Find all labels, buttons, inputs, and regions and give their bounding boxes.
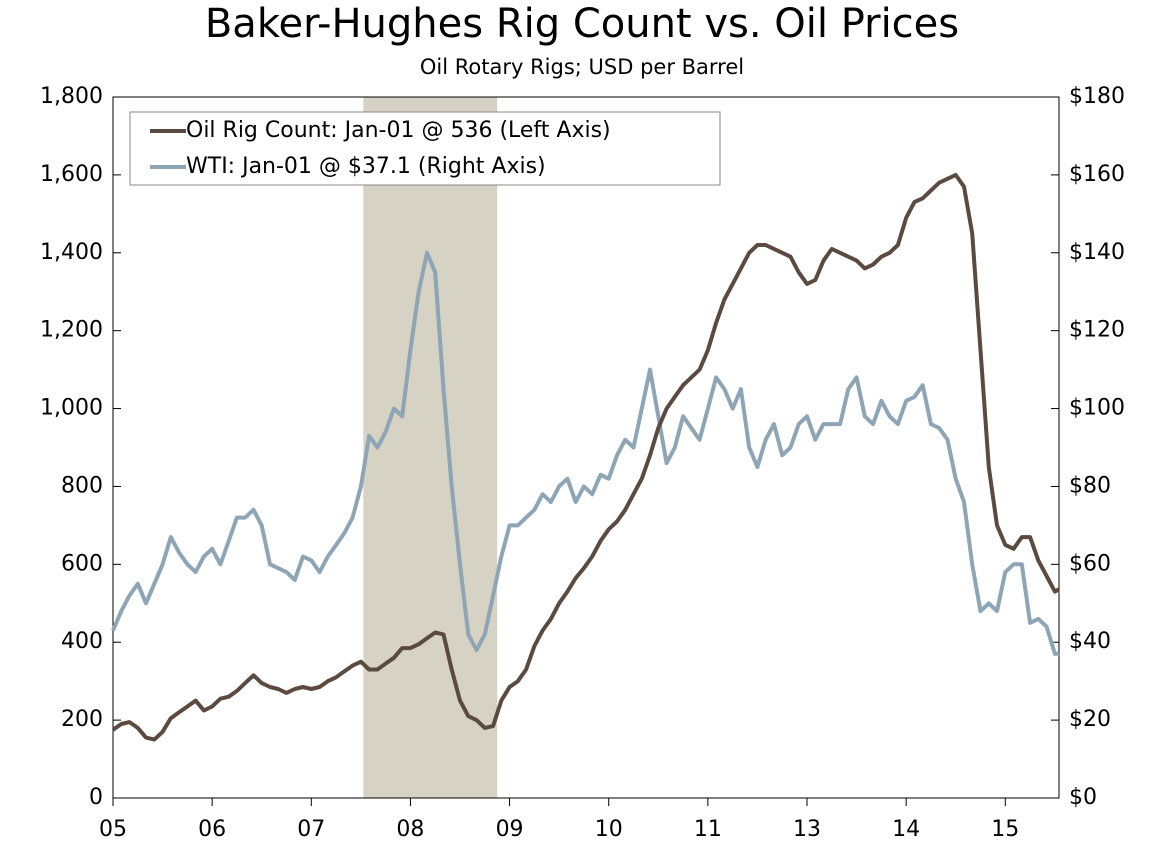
y-tick-label: 1,400 (40, 240, 103, 265)
x-tick-label: 09 (496, 817, 524, 842)
y-tick-label: 200 (61, 707, 103, 732)
x-tick-label: 10 (595, 817, 623, 842)
y-tick-label: 600 (61, 551, 103, 576)
y-tick-label: 800 (61, 473, 103, 498)
plot-frame (112, 96, 1060, 799)
y2-tick-label: $120 (1069, 318, 1125, 343)
legend-label: WTI: Jan-01 @ $37.1 (Right Axis) (186, 154, 546, 179)
x-tick-label: 11 (694, 817, 722, 842)
y2-tick-label: $160 (1069, 162, 1125, 187)
y2-tick-label: $20 (1069, 707, 1111, 732)
legend-label: Oil Rig Count: Jan-01 @ 536 (Left Axis) (186, 118, 611, 143)
x-tick-label: 15 (991, 817, 1019, 842)
y2-tick-label: $40 (1069, 629, 1111, 654)
y-tick-label: 1,000 (40, 396, 103, 421)
x-tick-label: 05 (99, 817, 127, 842)
shaded-period (363, 97, 498, 798)
y-tick-label: 400 (61, 629, 103, 654)
legend-box (129, 111, 721, 186)
y-tick-label: 1,200 (40, 318, 103, 343)
y2-tick-label: $60 (1069, 551, 1111, 576)
y2-tick-label: $0 (1069, 785, 1097, 810)
y-tick-label: 1,800 (40, 84, 103, 109)
y2-tick-label: $100 (1069, 396, 1125, 421)
x-tick-label: 06 (198, 817, 226, 842)
y-tick-label: 1,600 (40, 162, 103, 187)
x-tick-label: 07 (297, 817, 325, 842)
series-line (111, 250, 1060, 656)
y2-tick-label: $180 (1069, 84, 1125, 109)
x-tick-label: 13 (793, 817, 821, 842)
y2-tick-label: $80 (1069, 473, 1111, 498)
y-tick-label: 0 (89, 785, 103, 810)
x-tick-label: 08 (396, 817, 424, 842)
y2-tick-label: $140 (1069, 240, 1125, 265)
chart-title: Baker-Hughes Rig Count vs. Oil Prices (205, 1, 959, 47)
x-tick-label: 14 (892, 817, 920, 842)
series-line (111, 172, 1060, 742)
legend: Oil Rig Count: Jan-01 @ 536 (Left Axis) W… (129, 111, 721, 186)
chart-subtitle: Oil Rotary Rigs; USD per Barrel (420, 55, 744, 79)
